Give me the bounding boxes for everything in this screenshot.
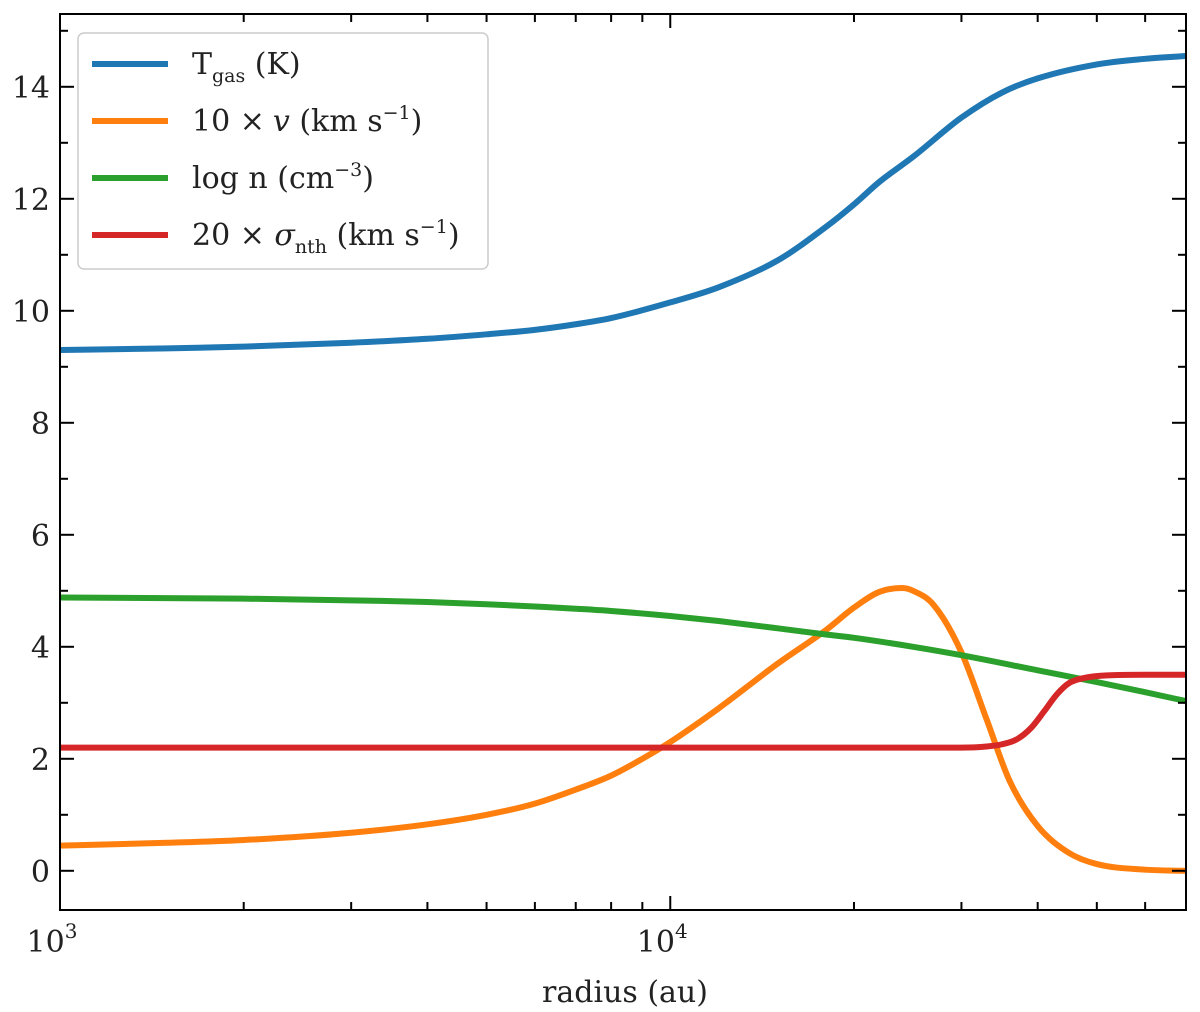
y-tick-label: 12 (12, 183, 50, 218)
plot-frame (59, 13, 1187, 911)
y-tick-label: 2 (31, 743, 50, 778)
x-axis-label: radius (au) (542, 975, 708, 1010)
y-tick-label: 10 (12, 295, 50, 330)
legend-label-velocity: 10 × v (km s−1) (192, 102, 422, 139)
series-line-tgas (60, 53, 1186, 353)
series-line-density (60, 594, 1186, 705)
y-tick-label: 6 (31, 519, 50, 554)
series-layer (60, 53, 1186, 874)
series-line-sigma (60, 671, 1186, 751)
legend-frame (77, 32, 489, 270)
ticks-layer (59, 14, 1186, 910)
y-tick-label: 8 (31, 407, 50, 442)
y-tick-label: 14 (12, 71, 50, 106)
legend-label-tgas: Tgas (K) (192, 47, 301, 87)
y-tick-label: 4 (31, 631, 50, 666)
x-tick-label: 103 (27, 919, 78, 960)
legend-label-sigma: 20 × σnth (km s−1) (192, 216, 460, 258)
series-line-velocity (60, 585, 1186, 874)
y-tick-label: 0 (31, 855, 50, 890)
legend: Tgas (K) 10 × v (km s−1) log n (cm−3) 20 × σ… (77, 32, 489, 270)
labels-layer: 0 2 4 6 8 10 12 14 103 104 (12, 71, 688, 960)
x-tick-label: 104 (637, 919, 688, 960)
legend-label-density: log n (cm−3) (192, 159, 374, 196)
